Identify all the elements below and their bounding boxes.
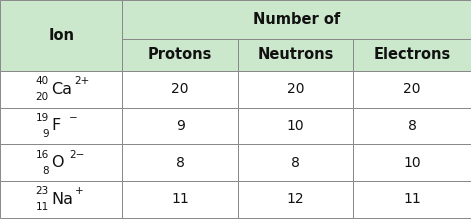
Text: 8: 8	[291, 156, 300, 170]
Text: 11: 11	[403, 192, 421, 206]
Text: 8: 8	[42, 166, 49, 176]
Bar	[353, 71, 471, 108]
Bar	[353, 39, 471, 71]
Bar	[122, 71, 238, 108]
Text: 40: 40	[35, 76, 49, 86]
Text: Protons: Protons	[148, 48, 212, 62]
Bar	[0, 144, 122, 181]
Bar	[122, 144, 238, 181]
Bar	[238, 108, 353, 144]
Text: 2−: 2−	[69, 150, 84, 160]
Text: 23: 23	[35, 186, 49, 196]
Bar	[122, 181, 238, 218]
Bar	[122, 0, 471, 39]
Text: Ion: Ion	[48, 28, 74, 43]
Bar	[122, 108, 238, 144]
Text: Na: Na	[51, 192, 73, 207]
Bar	[353, 108, 471, 144]
Text: 16: 16	[35, 150, 49, 160]
Bar	[238, 144, 353, 181]
Text: 10: 10	[287, 119, 304, 133]
Text: 2+: 2+	[74, 76, 90, 86]
Bar	[0, 181, 122, 218]
Bar	[238, 39, 353, 71]
Text: 11: 11	[35, 202, 49, 212]
Text: −: −	[69, 113, 78, 123]
Text: 8: 8	[408, 119, 416, 133]
Text: F: F	[51, 119, 61, 133]
Text: Electrons: Electrons	[374, 48, 451, 62]
Text: 20: 20	[287, 82, 304, 96]
Text: 20: 20	[403, 82, 421, 96]
Text: 8: 8	[176, 156, 185, 170]
Text: 9: 9	[42, 129, 49, 139]
Text: Neutrons: Neutrons	[257, 48, 334, 62]
Text: 20: 20	[171, 82, 189, 96]
Bar	[0, 108, 122, 144]
Text: 19: 19	[35, 113, 49, 123]
Text: +: +	[74, 186, 83, 196]
Bar	[353, 144, 471, 181]
Text: 9: 9	[176, 119, 185, 133]
Text: 10: 10	[403, 156, 421, 170]
Bar	[0, 0, 122, 71]
Text: Ca: Ca	[51, 82, 73, 97]
Bar	[238, 71, 353, 108]
Text: 20: 20	[35, 92, 49, 102]
Text: 12: 12	[287, 192, 304, 206]
Text: O: O	[51, 155, 64, 170]
Text: Number of: Number of	[253, 12, 341, 27]
Bar	[238, 181, 353, 218]
Text: 11: 11	[171, 192, 189, 206]
Bar	[0, 71, 122, 108]
Bar	[353, 181, 471, 218]
Bar	[122, 39, 238, 71]
